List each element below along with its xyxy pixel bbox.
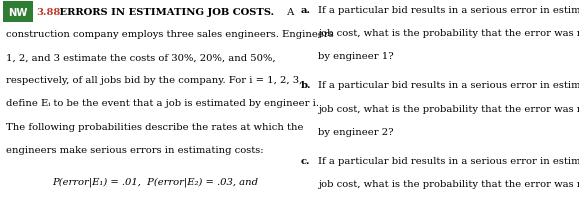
Text: engineers make serious errors in estimating costs:: engineers make serious errors in estimat…	[6, 145, 263, 154]
Text: P(error|E₃) = .02: P(error|E₃) = .02	[52, 199, 138, 200]
Text: P(error|E₁) = .01,  P(error|E₂) = .03, and: P(error|E₁) = .01, P(error|E₂) = .03, an…	[52, 176, 258, 186]
Text: 1, 2, and 3 estimate the costs of 30%, 20%, and 50%,: 1, 2, and 3 estimate the costs of 30%, 2…	[6, 53, 276, 62]
Text: If a particular bid results in a serious error in estimating: If a particular bid results in a serious…	[318, 6, 579, 15]
Text: job cost, what is the probability that the error was made: job cost, what is the probability that t…	[318, 104, 579, 113]
Text: ERRORS IN ESTIMATING JOB COSTS.: ERRORS IN ESTIMATING JOB COSTS.	[57, 8, 274, 17]
Text: job cost, what is the probability that the error was made: job cost, what is the probability that t…	[318, 179, 579, 188]
FancyBboxPatch shape	[3, 2, 34, 23]
Text: respectively, of all jobs bid by the company. For i = 1, 2, 3,: respectively, of all jobs bid by the com…	[6, 76, 302, 85]
Text: The following probabilities describe the rates at which the: The following probabilities describe the…	[6, 122, 303, 131]
Text: construction company employs three sales engineers. Engineers: construction company employs three sales…	[6, 30, 334, 39]
Text: job cost, what is the probability that the error was made: job cost, what is the probability that t…	[318, 29, 579, 38]
Text: define Eᵢ to be the event that a job is estimated by engineer i.: define Eᵢ to be the event that a job is …	[6, 99, 319, 108]
Text: c.: c.	[301, 156, 310, 165]
Text: A: A	[284, 8, 294, 17]
Text: by engineer 1?: by engineer 1?	[318, 52, 394, 61]
Text: b.: b.	[301, 81, 312, 90]
Text: a.: a.	[301, 6, 311, 15]
Text: If a particular bid results in a serious error in estimating: If a particular bid results in a serious…	[318, 81, 579, 90]
Text: by engineer 2?: by engineer 2?	[318, 127, 394, 136]
Text: 3.88: 3.88	[36, 8, 60, 17]
Text: If a particular bid results in a serious error in estimating: If a particular bid results in a serious…	[318, 156, 579, 165]
Text: NW: NW	[9, 8, 28, 17]
